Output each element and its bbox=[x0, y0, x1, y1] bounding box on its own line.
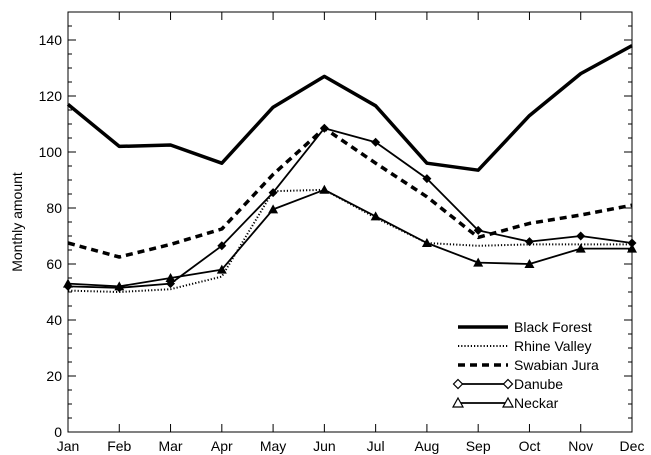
legend-label: Danube bbox=[514, 376, 563, 392]
y-axis: 0 20 40 60 80 100 120 140 bbox=[39, 25, 632, 440]
x-tick-label: Jul bbox=[367, 438, 385, 454]
triangle-marker bbox=[501, 396, 515, 408]
x-tick-label: Nov bbox=[568, 438, 593, 454]
triangle-marker bbox=[216, 264, 227, 274]
series-line bbox=[67, 188, 632, 293]
legend-label: Swabian Jura bbox=[514, 357, 599, 373]
legend-label: Rhine Valley bbox=[514, 338, 592, 354]
triangle-marker bbox=[268, 204, 279, 214]
triangle-marker bbox=[451, 396, 465, 408]
x-tick-label: Jan bbox=[57, 438, 80, 454]
x-tick-label: Dec bbox=[620, 438, 645, 454]
triangle-marker bbox=[370, 211, 381, 221]
x-tick-label: Mar bbox=[158, 438, 182, 454]
x-axis: Jan Feb Mar Apr May Jun Jul Aug Sep Oct Nov Dec bbox=[57, 12, 645, 454]
diamond-marker bbox=[524, 237, 534, 247]
y-tick-label: 20 bbox=[46, 368, 62, 384]
x-tick-label: Jun bbox=[313, 438, 336, 454]
legend-item: Neckar bbox=[451, 395, 559, 411]
diamond-marker bbox=[319, 123, 329, 133]
triangle-marker bbox=[627, 243, 637, 253]
series-lines bbox=[63, 44, 637, 293]
triangle-marker bbox=[63, 278, 73, 288]
legend-item: Black Forest bbox=[458, 319, 592, 335]
legend-label: Neckar bbox=[514, 395, 559, 411]
series-line bbox=[67, 126, 633, 259]
y-tick-label: 0 bbox=[54, 424, 62, 440]
diamond-marker bbox=[268, 188, 278, 198]
x-tick-label: Sep bbox=[466, 438, 491, 454]
y-axis-title: Monthly amount bbox=[9, 172, 25, 272]
diamond-marker bbox=[452, 378, 464, 390]
y-tick-label: 140 bbox=[39, 32, 63, 48]
series-rhine-valley bbox=[67, 188, 632, 293]
series-line bbox=[66, 44, 633, 172]
y-tick-label: 120 bbox=[39, 88, 63, 104]
x-tick-label: May bbox=[260, 438, 286, 454]
legend-item: Swabian Jura bbox=[458, 357, 599, 373]
series-swabian-jura bbox=[67, 126, 633, 259]
legend-label: Black Forest bbox=[514, 319, 592, 335]
triangle-marker bbox=[319, 184, 330, 194]
y-tick-label: 100 bbox=[39, 144, 63, 160]
x-tick-label: Oct bbox=[519, 438, 541, 454]
series-line bbox=[67, 127, 633, 289]
diamond-marker bbox=[422, 174, 432, 184]
legend: Black Forest Rhine Valley Swabian Jura Danu… bbox=[451, 319, 599, 411]
diamond-marker bbox=[371, 137, 381, 147]
series-line bbox=[67, 188, 632, 288]
y-tick-label: 60 bbox=[46, 256, 62, 272]
legend-item: Danube bbox=[452, 376, 563, 392]
triangle-marker bbox=[473, 257, 484, 267]
diamond-marker bbox=[502, 378, 514, 390]
y-tick-label: 80 bbox=[46, 200, 62, 216]
triangle-marker bbox=[524, 259, 535, 268]
y-tick-label: 40 bbox=[46, 312, 62, 328]
diamond-marker bbox=[473, 225, 483, 235]
triangle-marker bbox=[421, 238, 432, 247]
series-neckar bbox=[63, 184, 637, 291]
x-tick-label: Feb bbox=[107, 438, 131, 454]
diamond-marker bbox=[627, 238, 637, 248]
triangle-marker bbox=[114, 281, 125, 291]
x-tick-label: Aug bbox=[414, 438, 439, 454]
diamond-marker bbox=[576, 231, 586, 241]
legend-item: Rhine Valley bbox=[458, 338, 592, 354]
diamond-marker bbox=[217, 241, 227, 251]
series-black-forest bbox=[66, 44, 633, 172]
triangle-marker bbox=[575, 243, 586, 253]
series-danube bbox=[63, 123, 637, 293]
triangle-marker bbox=[165, 273, 176, 282]
x-tick-label: Apr bbox=[211, 438, 233, 454]
